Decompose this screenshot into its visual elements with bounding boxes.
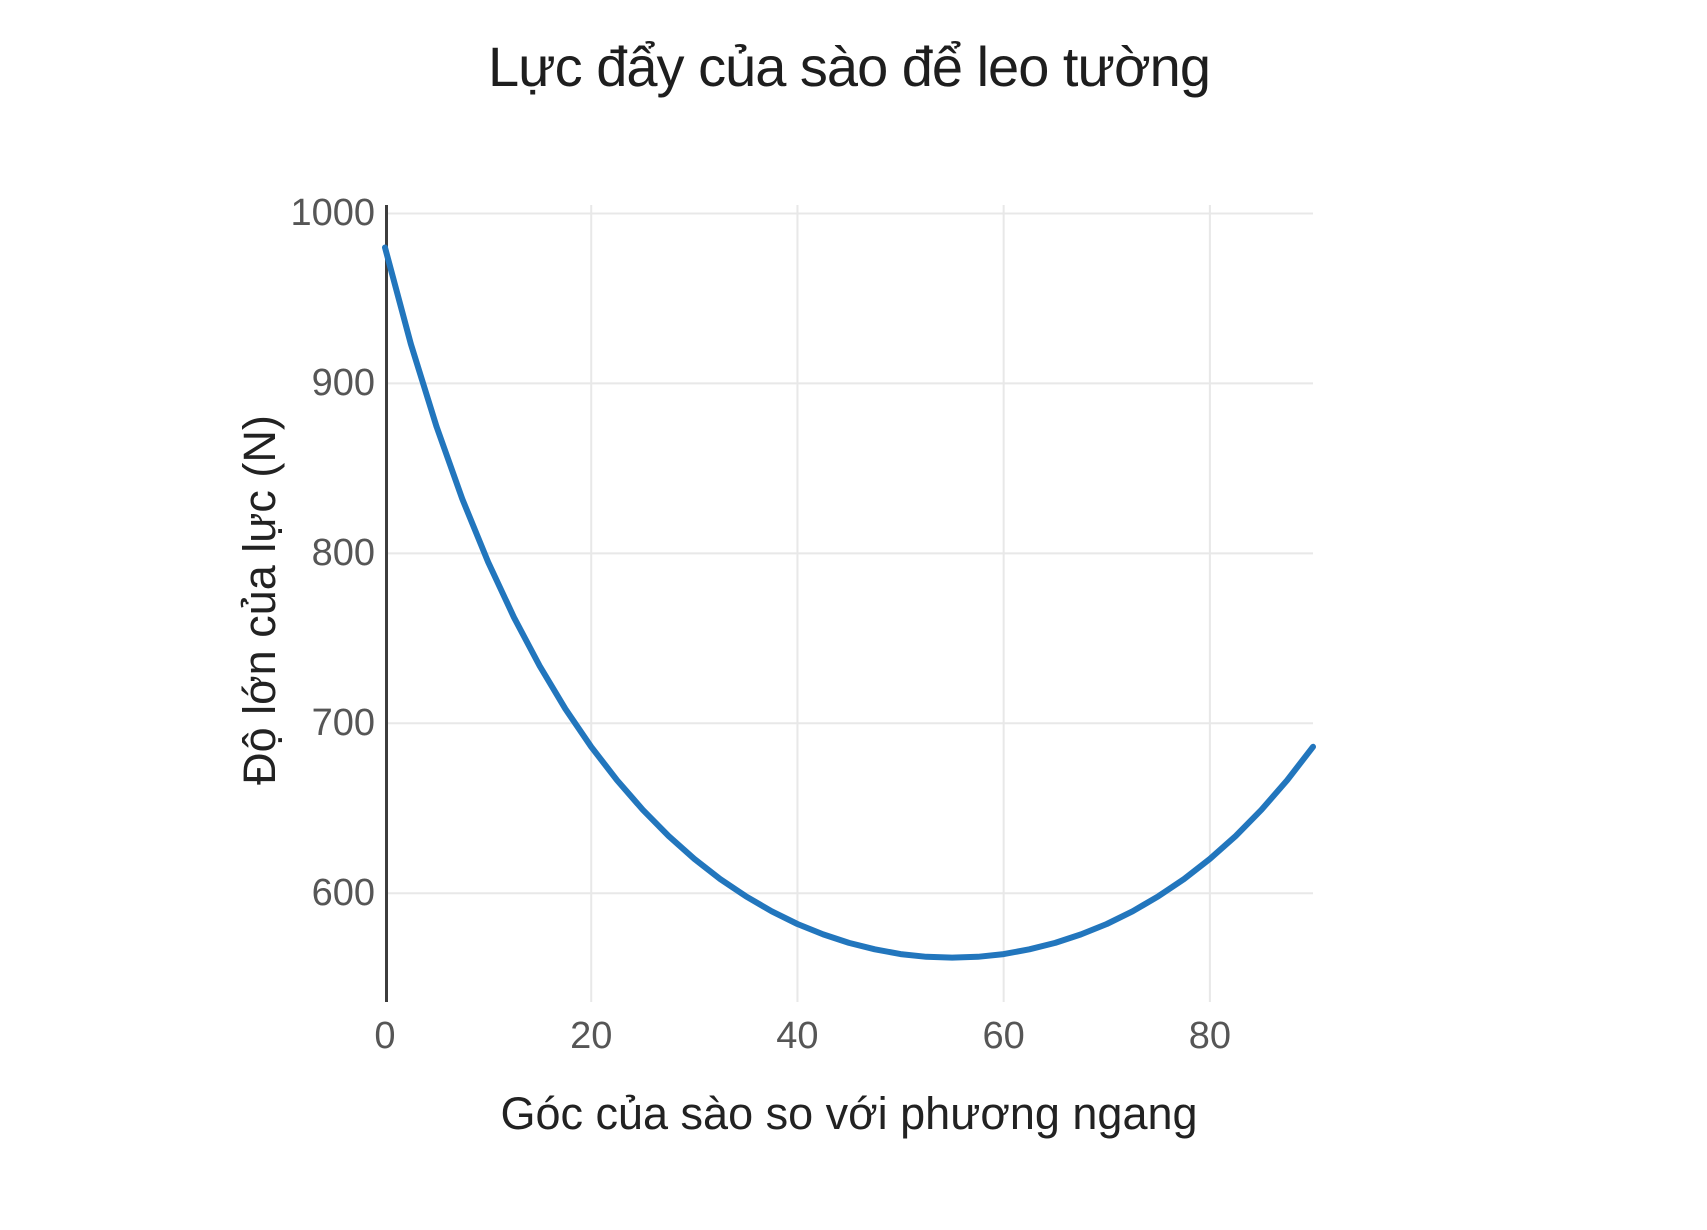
plot-area [382, 205, 1316, 1002]
y-tick-label: 1000 [290, 192, 375, 235]
y-tick-label: 700 [311, 702, 375, 745]
force-curve-line [382, 244, 1316, 961]
force-curve-svg [382, 205, 1316, 1002]
y-tick-label: 600 [311, 872, 375, 915]
x-axis-title: Góc của sào so với phương ngang [500, 1088, 1198, 1139]
y-tick-label: 900 [311, 362, 375, 405]
x-tick-label: 0 [374, 1015, 396, 1057]
chart-title: Lực đẩy của sào để leo tường [488, 35, 1211, 98]
y-tick-label: 800 [311, 532, 375, 575]
x-tick-label: 80 [1188, 1015, 1232, 1057]
x-tick-label: 60 [982, 1015, 1025, 1057]
x-tick-label: 40 [776, 1015, 819, 1057]
x-tick-label: 20 [570, 1015, 613, 1057]
